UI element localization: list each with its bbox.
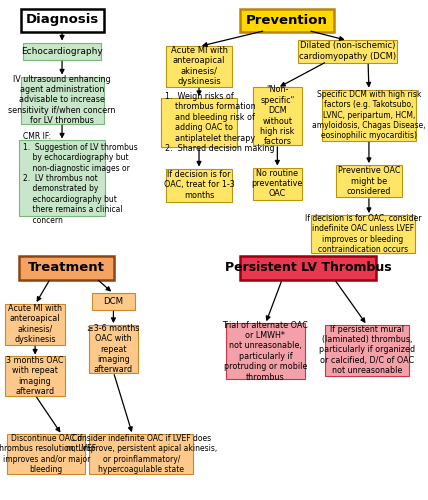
FancyBboxPatch shape	[89, 325, 138, 373]
FancyBboxPatch shape	[253, 87, 302, 145]
FancyBboxPatch shape	[226, 323, 305, 379]
Text: If decision is for
OAC, treat for 1-3
months: If decision is for OAC, treat for 1-3 mo…	[163, 170, 235, 200]
FancyBboxPatch shape	[322, 90, 416, 140]
Text: ≥3-6 months
OAC with
repeat
imaging
afterward: ≥3-6 months OAC with repeat imaging afte…	[87, 324, 140, 374]
Text: Echocardiography: Echocardiography	[21, 46, 103, 56]
FancyBboxPatch shape	[19, 140, 104, 216]
FancyBboxPatch shape	[240, 8, 333, 32]
FancyBboxPatch shape	[21, 76, 104, 124]
FancyBboxPatch shape	[5, 356, 65, 396]
Text: Consider indefinite OAC if LVEF does
not improve, persistent apical akinesis,
or: Consider indefinite OAC if LVEF does not…	[65, 434, 217, 474]
FancyBboxPatch shape	[253, 168, 302, 200]
Text: Prevention: Prevention	[246, 14, 328, 26]
FancyBboxPatch shape	[166, 46, 232, 86]
FancyBboxPatch shape	[311, 215, 415, 253]
FancyBboxPatch shape	[166, 168, 232, 202]
Text: Treatment: Treatment	[28, 261, 105, 274]
FancyBboxPatch shape	[89, 434, 193, 474]
Text: Preventive OAC
might be
considered: Preventive OAC might be considered	[338, 166, 400, 196]
FancyBboxPatch shape	[23, 42, 101, 59]
FancyBboxPatch shape	[7, 434, 85, 474]
Text: "Non-
specific"
DCM
without
high risk
factors: "Non- specific" DCM without high risk fa…	[260, 86, 294, 146]
Text: DCM: DCM	[103, 296, 124, 306]
Text: No routine
preventative
OAC: No routine preventative OAC	[252, 168, 303, 198]
FancyBboxPatch shape	[21, 8, 104, 32]
FancyBboxPatch shape	[161, 98, 237, 147]
FancyBboxPatch shape	[298, 40, 397, 62]
Text: 3 months OAC
with repeat
imaging
afterward: 3 months OAC with repeat imaging afterwa…	[6, 356, 64, 396]
FancyBboxPatch shape	[240, 256, 377, 280]
FancyBboxPatch shape	[19, 256, 114, 280]
Text: Specific DCM with high risk
factors (e.g. Takotsubo,
LVNC, peripartum, HCM,
amyl: Specific DCM with high risk factors (e.g…	[312, 90, 426, 140]
FancyBboxPatch shape	[336, 165, 402, 197]
Text: If decision is for OAC, consider
indefinite OAC unless LVEF
improves or bleeding: If decision is for OAC, consider indefin…	[305, 214, 421, 254]
Text: IV ultrasound enhancing
agent administration
advisable to increase
sensitivity i: IV ultrasound enhancing agent administra…	[9, 74, 116, 126]
Text: If persistent mural
(laminated) thrombus,
particularly if organized
or calcified: If persistent mural (laminated) thrombus…	[319, 324, 415, 376]
Text: Acute MI with
anteroapical
akinesis/
dyskinesis: Acute MI with anteroapical akinesis/ dys…	[170, 46, 228, 86]
FancyBboxPatch shape	[5, 304, 65, 344]
Text: 1.  Weigh risks of
    thrombus formation
    and bleeding risk of
    adding OA: 1. Weigh risks of thrombus formation and…	[165, 92, 274, 153]
Text: Persistent LV Thrombus: Persistent LV Thrombus	[225, 261, 392, 274]
Text: CMR IF:
1.  Suggestion of LV thrombus
    by echocardiography but
    non-diagno: CMR IF: 1. Suggestion of LV thrombus by …	[23, 132, 138, 224]
Text: Trial of alternate OAC
or LMWH*
not unreasonable,
particularly if
protruding or : Trial of alternate OAC or LMWH* not unre…	[223, 320, 308, 382]
Text: Acute MI with
anteroapical
akinesis/
dyskinesis: Acute MI with anteroapical akinesis/ dys…	[8, 304, 62, 344]
Text: Diagnosis: Diagnosis	[25, 14, 99, 26]
FancyBboxPatch shape	[325, 324, 409, 376]
Text: Dilated (non-ischemic)
cardiomyopathy (DCM): Dilated (non-ischemic) cardiomyopathy (D…	[299, 42, 396, 60]
Text: Discontinue OAC if
thrombus resolution, LVEF
improves and/or major
bleeding: Discontinue OAC if thrombus resolution, …	[0, 434, 96, 474]
FancyBboxPatch shape	[92, 292, 135, 310]
